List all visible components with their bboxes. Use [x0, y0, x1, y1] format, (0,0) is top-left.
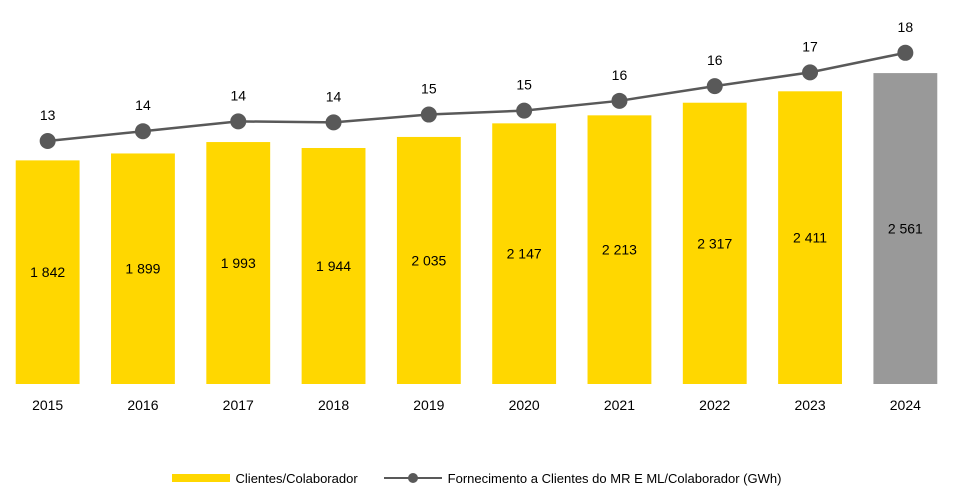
- line-value-label: 14: [135, 97, 151, 113]
- bar: [873, 73, 938, 384]
- line-value-label: 17: [802, 38, 818, 54]
- legend-item-bar: Clientes/Colaborador: [171, 470, 358, 486]
- combo-chart: 1 842 2015 1 899 2016 1 993 2017 1 944 2018 2 03…: [15, 19, 938, 413]
- legend: Clientes/Colaborador Fornecimento a Clie…: [0, 468, 953, 488]
- bar-value-label: 2 035: [411, 252, 446, 268]
- line-point: [230, 113, 247, 130]
- line-value-label: 15: [516, 77, 532, 93]
- legend-bar-swatch: [171, 474, 230, 482]
- x-tick-label: 2019: [413, 397, 444, 413]
- line-point: [611, 92, 628, 109]
- bar: [682, 102, 747, 385]
- bar: [301, 147, 366, 384]
- bar-value-label: 2 213: [602, 242, 637, 258]
- line-value-label: 16: [612, 67, 628, 83]
- legend-line-label: Fornecimento a Clientes do MR E ML/Colab…: [447, 470, 782, 486]
- x-tick-label: 2017: [223, 397, 254, 413]
- bar-value-label: 1 842: [30, 264, 65, 280]
- legend-item-line: Fornecimento a Clientes do MR E ML/Colab…: [383, 470, 782, 486]
- x-tick-label: 2020: [509, 397, 540, 413]
- line-value-label: 14: [230, 87, 246, 103]
- line-point: [325, 114, 342, 131]
- bar-value-label: 1 993: [221, 255, 256, 271]
- x-tick-label: 2023: [794, 397, 825, 413]
- line-point: [420, 106, 437, 123]
- bar: [111, 153, 175, 384]
- line-value-label: 18: [898, 19, 914, 35]
- line-point: [516, 102, 533, 119]
- line-point: [897, 44, 914, 61]
- x-tick-label: 2021: [604, 397, 635, 413]
- bar: [15, 160, 80, 384]
- line-value-label: 15: [421, 81, 437, 97]
- line-series: [47, 51, 906, 143]
- x-tick-label: 2022: [699, 397, 730, 413]
- bar-value-label: 2 317: [697, 235, 732, 251]
- bar: [587, 115, 652, 384]
- bar-value-label: 1 899: [125, 261, 160, 277]
- bar: [396, 136, 461, 384]
- x-tick-label: 2024: [890, 397, 921, 413]
- bar: [778, 91, 842, 385]
- bar-value-label: 2 147: [507, 246, 542, 262]
- bar: [206, 142, 271, 384]
- x-tick-label: 2018: [318, 397, 349, 413]
- bar-value-label: 2 561: [888, 221, 923, 237]
- bar-value-label: 2 411: [793, 230, 827, 246]
- x-tick-label: 2015: [32, 397, 63, 413]
- line-value-label: 14: [326, 88, 342, 104]
- legend-line-swatch: [383, 473, 442, 483]
- line-point: [802, 64, 819, 81]
- x-tick-label: 2016: [127, 397, 158, 413]
- bar-value-label: 1 944: [316, 258, 351, 274]
- bar: [492, 123, 557, 385]
- line-value-label: 13: [40, 107, 56, 123]
- line-point: [39, 133, 56, 149]
- line-value-label: 16: [707, 52, 723, 68]
- line-point: [134, 123, 151, 140]
- legend-bar-label: Clientes/Colaborador: [235, 470, 358, 486]
- line-point: [706, 78, 723, 95]
